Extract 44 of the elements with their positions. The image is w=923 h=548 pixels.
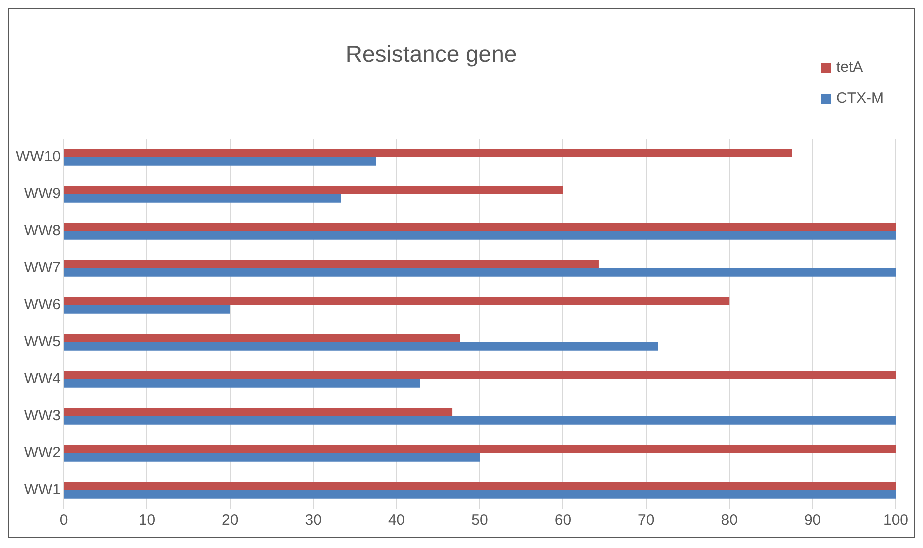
legend-label: tetA — [836, 59, 864, 76]
bar — [64, 371, 896, 380]
y-tick-label: WW8 — [24, 222, 61, 240]
y-tick-label: WW1 — [24, 482, 61, 499]
x-tick-label: 60 — [554, 512, 572, 530]
chart-title: Resistance gene — [346, 41, 518, 67]
y-tick-label: WW3 — [24, 408, 61, 425]
bar — [64, 416, 896, 425]
bar — [64, 490, 896, 499]
legend-label: CTX-M — [836, 90, 884, 107]
bar — [64, 380, 420, 388]
x-tick-label: 80 — [721, 512, 738, 530]
bar — [64, 445, 896, 454]
y-tick-label: WW5 — [24, 334, 61, 351]
x-tick-label: 90 — [804, 512, 822, 530]
bar — [64, 334, 460, 342]
bar — [64, 454, 480, 462]
bar — [64, 232, 896, 240]
y-tick-label: WW7 — [24, 260, 61, 277]
bar — [64, 149, 792, 158]
x-tick-label: 100 — [883, 512, 909, 530]
bar — [64, 158, 376, 166]
y-tick-label: WW4 — [24, 370, 61, 388]
bar — [64, 186, 564, 194]
x-tick-label: 40 — [388, 512, 406, 530]
bar — [64, 342, 658, 351]
bar — [64, 194, 342, 203]
bar — [64, 260, 599, 268]
x-tick-label: 50 — [472, 512, 488, 530]
x-tick-label: 10 — [138, 512, 156, 530]
bar — [64, 408, 453, 416]
y-tick-label: WW6 — [24, 296, 61, 314]
bar — [64, 297, 730, 306]
x-tick-label: 0 — [60, 512, 68, 530]
bar — [64, 268, 896, 277]
y-tick-label: WW10 — [16, 148, 61, 166]
x-tick-label: 20 — [222, 512, 239, 530]
x-tick-label: 30 — [305, 512, 322, 530]
x-tick-label: 70 — [638, 512, 655, 530]
y-tick-label: WW9 — [24, 186, 61, 203]
bar — [64, 482, 896, 490]
y-tick-label: WW2 — [24, 444, 61, 462]
bar — [64, 306, 230, 314]
bar — [64, 223, 896, 232]
